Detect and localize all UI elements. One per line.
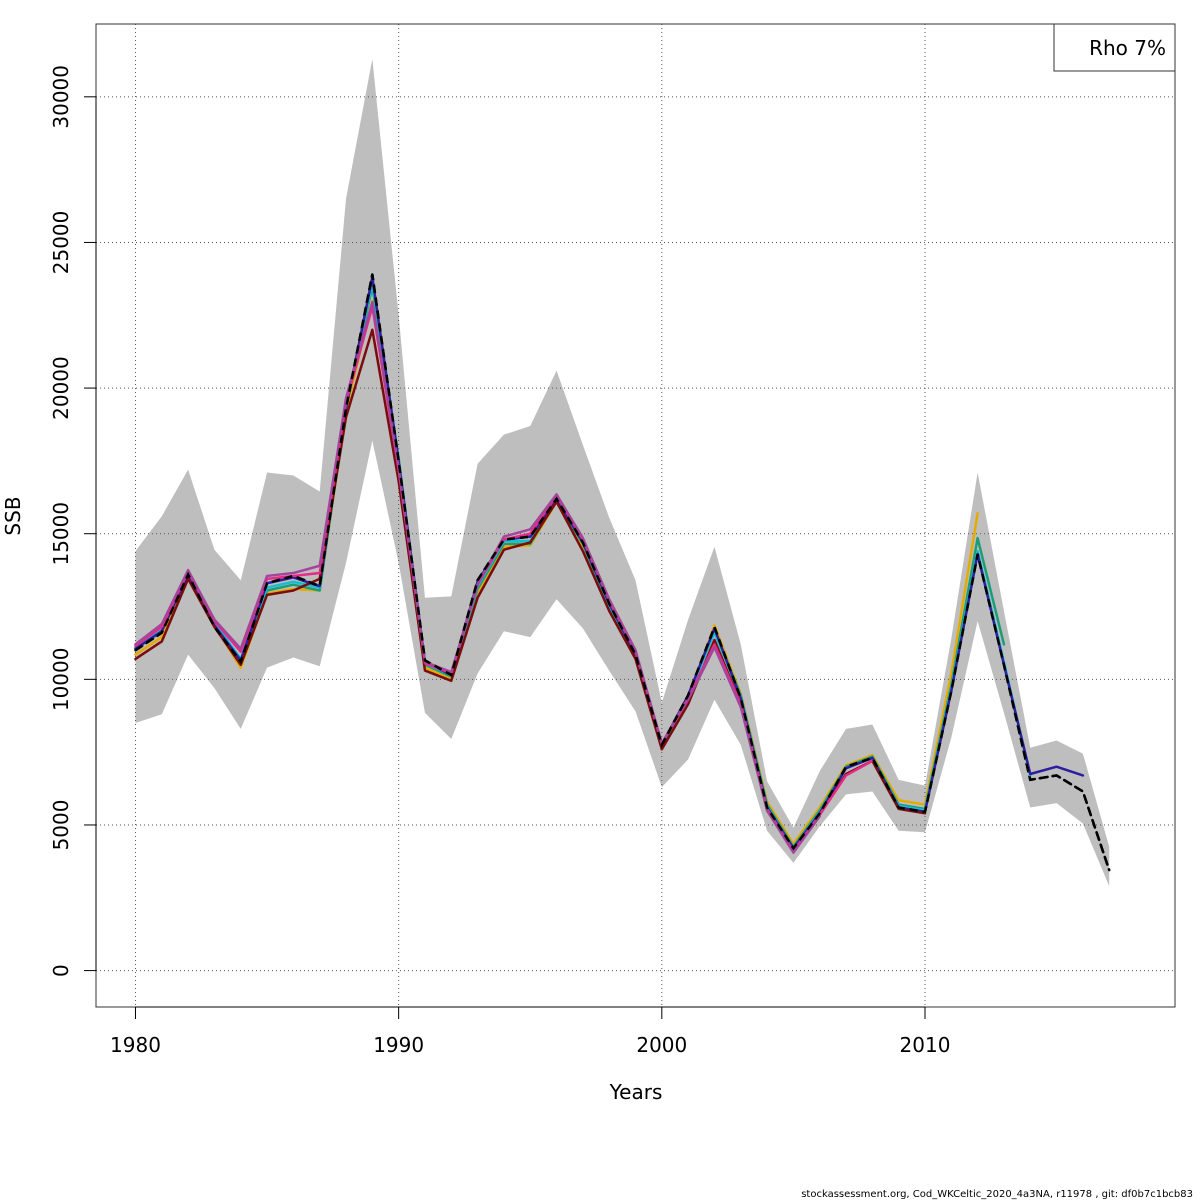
series-layer (134, 273, 1111, 872)
x-tick-label: 2010 (900, 1033, 951, 1057)
confidence-band-layer (135, 58, 1110, 887)
y-tick-label: 15000 (49, 502, 73, 566)
series-line-1-overlay (134, 274, 1111, 871)
legend: Rho 7% (1053, 23, 1176, 72)
series-line-8 (134, 300, 821, 854)
x-tick-label: 2000 (636, 1033, 687, 1057)
legend-text: Rho 7% (1089, 36, 1166, 60)
x-tick-label: 1990 (373, 1033, 424, 1057)
y-tick-label: 30000 (49, 65, 73, 129)
y-tick-label: 10000 (49, 648, 73, 712)
x-axis: 1980 1990 2000 2010 (110, 1006, 951, 1057)
footer-caption: stockassessment.org, Cod_WKCeltic_2020_4… (801, 1189, 1193, 1200)
x-axis-title: Years (609, 1080, 663, 1104)
x-tick-label: 1980 (110, 1033, 161, 1057)
y-axis-title: SSB (1, 496, 25, 535)
y-axis: 0 5000 10000 15000 20000 25000 30000 (49, 65, 97, 977)
y-tick-label: 5000 (49, 800, 73, 851)
y-tick-label: 25000 (49, 211, 73, 275)
y-tick-label: 0 (49, 964, 73, 977)
confidence-band (135, 58, 1110, 887)
legend-box (1053, 23, 1176, 72)
y-tick-label: 20000 (49, 356, 73, 420)
